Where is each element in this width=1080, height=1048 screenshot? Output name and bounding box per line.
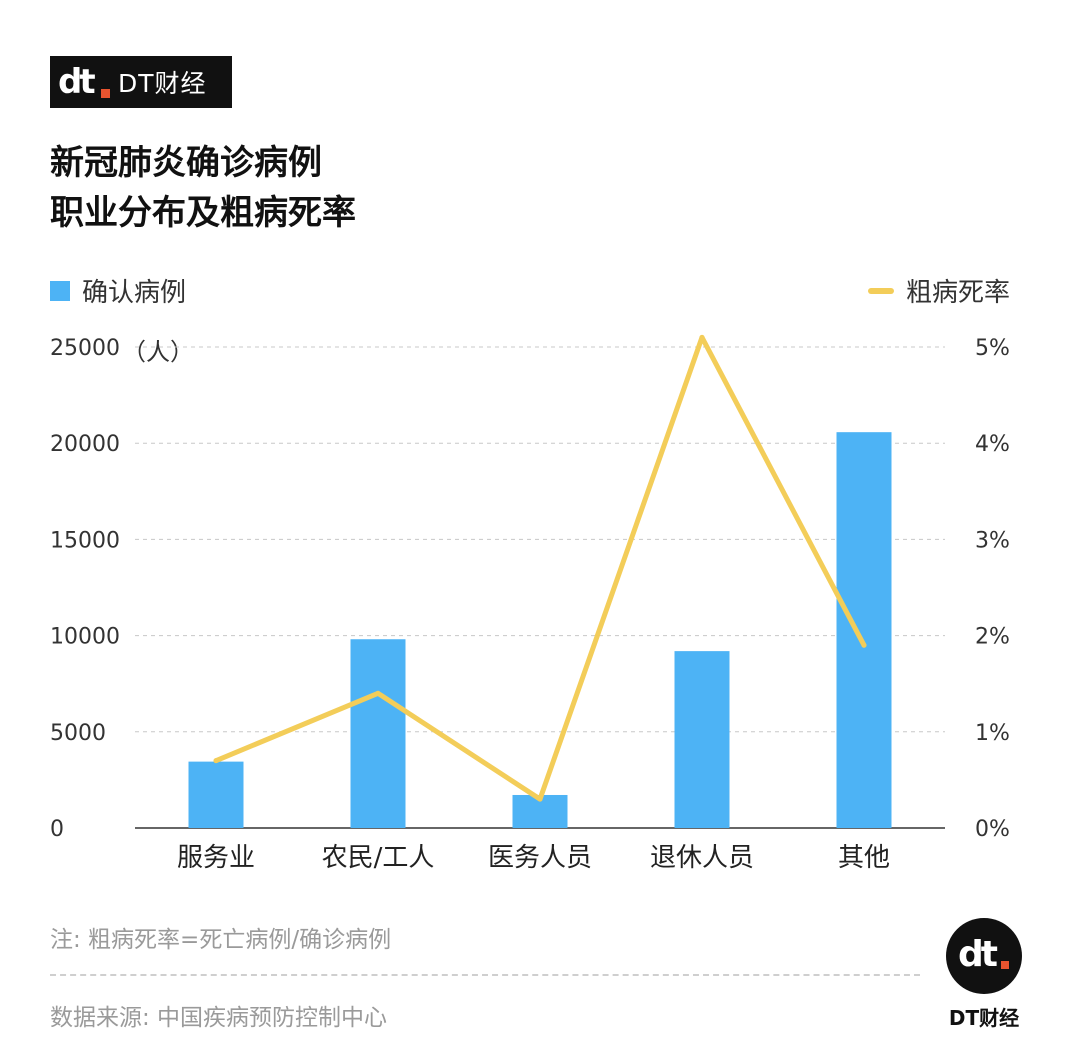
category-label: 服务业: [177, 843, 255, 873]
right-axis-tick: 3%: [975, 528, 1010, 553]
bar: [188, 761, 244, 828]
title-line-2: 职业分布及粗病死率: [50, 193, 356, 233]
footnote: 注: 粗病死率=死亡病例/确诊病例: [50, 927, 392, 953]
legend-bar-swatch: [50, 280, 70, 301]
category-label: 退休人员: [650, 843, 754, 873]
data-source: 数据来源: 中国疾病预防控制中心: [50, 1005, 388, 1031]
brand-badge: dt DT财经: [50, 56, 232, 108]
dt-logo-icon: dt: [58, 62, 110, 102]
rate-point: [375, 690, 381, 696]
legend-bar: 确认病例: [50, 272, 186, 309]
right-axis-tick: 5%: [975, 336, 1010, 361]
corner-logo-icon: dt: [946, 918, 1022, 994]
legend-line: 粗病死率: [867, 272, 1010, 309]
left-axis-tick: 20000: [50, 432, 120, 457]
category-label: 医务人员: [488, 843, 592, 873]
rate-point: [699, 334, 705, 340]
chart-canvas: 0 0% 5000 1% 10000 2% 15000 3% 20000 4% 25000 5% 服务业…: [50, 334, 1010, 873]
brand-name: DT财经: [118, 69, 207, 98]
chart-title: 新冠肺炎确诊病例 职业分布及粗病死率: [50, 138, 356, 238]
left-axis-tick: 25000: [50, 336, 120, 361]
rate-point: [861, 642, 867, 648]
left-axis-tick: 0: [50, 817, 64, 842]
left-axis-unit: （人）: [122, 338, 194, 366]
title-line-1: 新冠肺炎确诊病例: [50, 143, 322, 183]
bar: [836, 432, 892, 828]
left-axis-tick: 15000: [50, 528, 120, 553]
divider: [50, 974, 920, 976]
category-label: 农民/工人: [322, 843, 435, 873]
bar: [674, 651, 730, 828]
legend-bar-label: 确认病例: [82, 278, 187, 308]
legend-line-swatch: [867, 287, 894, 294]
left-axis-tick: 5000: [50, 721, 106, 746]
bar: [350, 639, 406, 828]
rate-point: [213, 758, 219, 764]
right-axis-tick: 4%: [975, 432, 1010, 457]
corner-brand-name: DT财经: [948, 1006, 1020, 1030]
legend-line-label: 粗病死率: [905, 278, 1010, 308]
category-label: 其他: [838, 843, 890, 873]
right-axis-tick: 2%: [975, 625, 1010, 650]
right-axis-tick: 1%: [975, 721, 1010, 746]
right-axis-tick: 0%: [975, 817, 1010, 842]
left-axis-tick: 10000: [50, 625, 120, 650]
rate-point: [537, 796, 543, 802]
rate-line: [213, 334, 867, 802]
